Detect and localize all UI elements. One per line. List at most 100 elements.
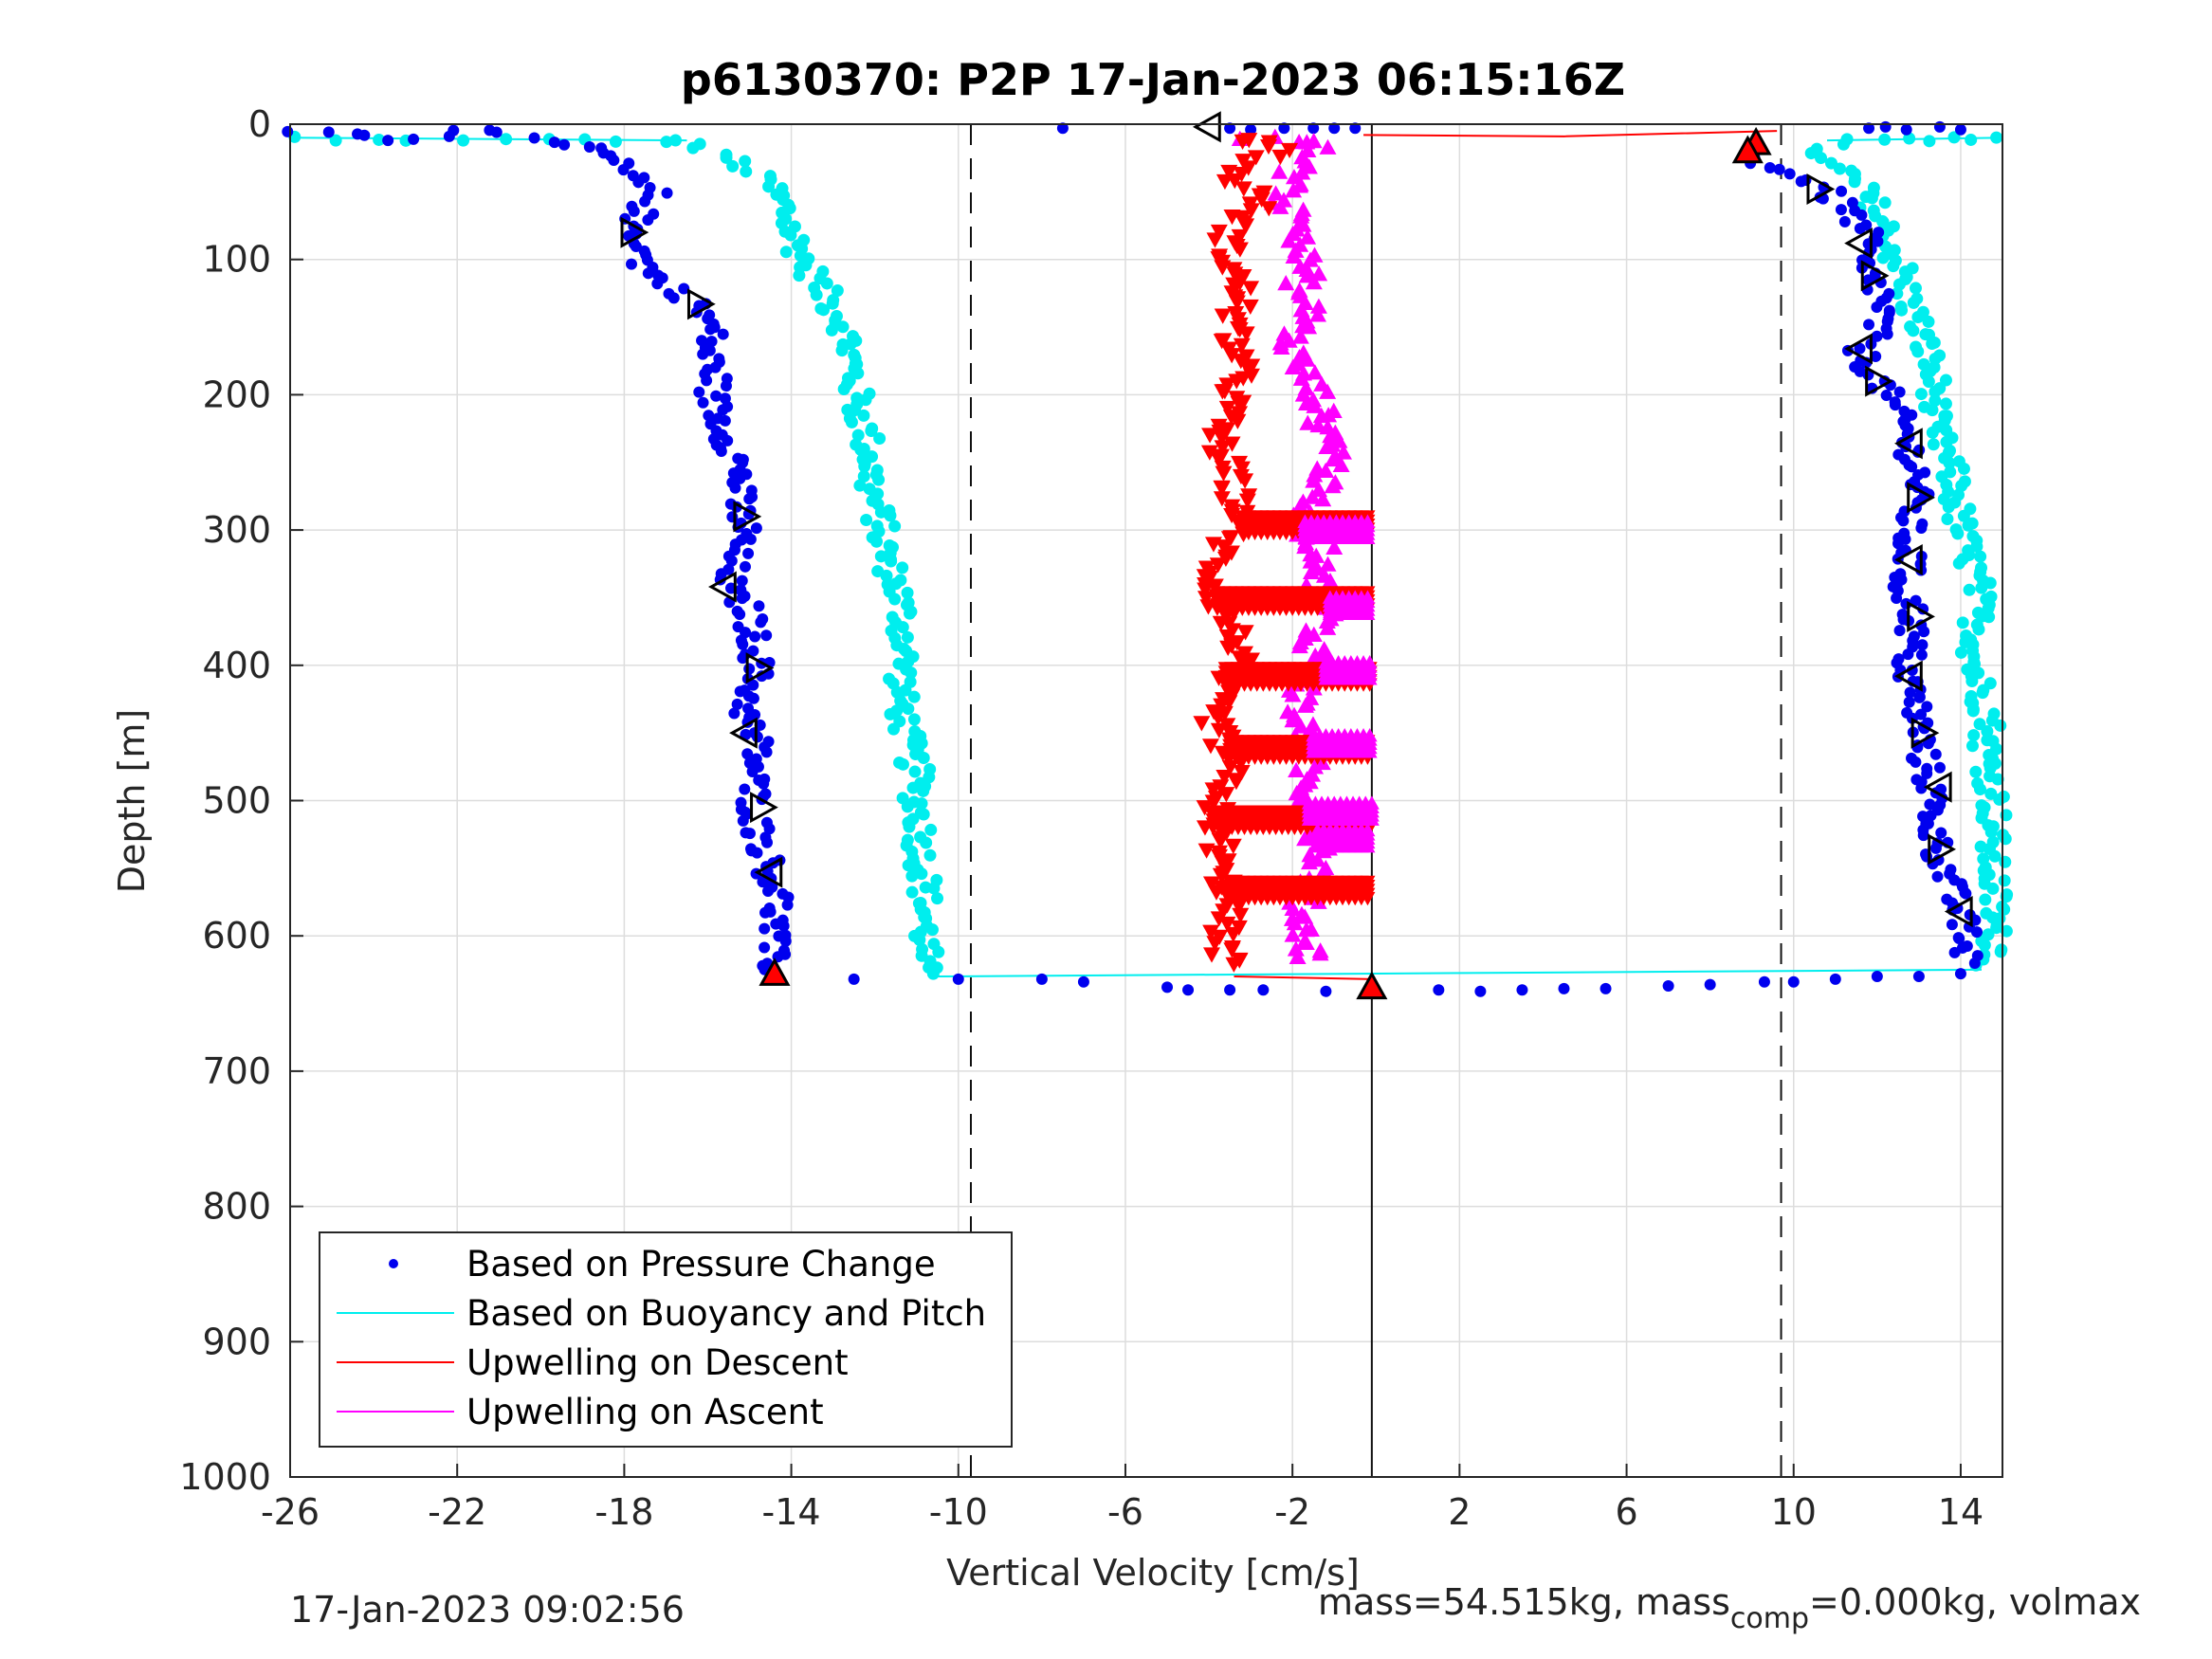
direction-marker <box>1806 173 1836 206</box>
buoyancy-point <box>1994 719 2007 732</box>
legend: Based on Pressure Change Based on Buoyanc… <box>319 1231 1013 1448</box>
pressure-point <box>1829 973 1841 985</box>
descent-upwelling-point <box>1215 465 1233 482</box>
legend-swatch-dot <box>389 1259 398 1268</box>
buoyancy-point <box>1979 893 1992 906</box>
y-axis-ticks: 0 100 200 300 400 500 600 700 800 900 1000 <box>179 103 303 1498</box>
pressure-point <box>1954 123 1966 136</box>
buoyancy-point <box>1954 646 1967 659</box>
pressure-point <box>1870 351 1882 363</box>
buoyancy-point <box>686 141 700 155</box>
buoyancy-point <box>1878 133 1892 146</box>
ascent-upwelling-point <box>1290 637 1308 654</box>
ascent-upwelling-point <box>1307 647 1325 664</box>
buoyancy-point <box>887 722 901 736</box>
buoyancy-point <box>884 707 897 720</box>
buoyancy-point <box>668 134 682 147</box>
buoyancy-point <box>1947 131 1961 144</box>
x-tick-label: -10 <box>929 1491 988 1533</box>
descent-upwelling-point <box>1197 582 1215 598</box>
descent-upwelling-point <box>1232 907 1250 923</box>
descent-upwelling-point <box>1200 445 1218 461</box>
ascent-upwelling-point <box>1284 686 1302 702</box>
descent-upwelling-point <box>1213 491 1231 507</box>
direction-marker <box>733 501 762 533</box>
pressure-point <box>746 765 759 777</box>
pressure-point <box>1704 978 1716 991</box>
descent-upwelling-point <box>1220 531 1238 547</box>
pressure-point <box>744 533 757 545</box>
ascent-upwelling-point <box>1300 319 1318 335</box>
buoyancy-point <box>810 288 823 301</box>
ascent-upwelling-point <box>1299 228 1317 245</box>
pressure-point <box>1278 122 1290 135</box>
direction-marker <box>1907 600 1935 632</box>
ascent-upwelling-point <box>1284 358 1302 374</box>
pressure-point <box>583 141 595 154</box>
buoyancy-point <box>903 820 916 833</box>
pressure-point <box>1910 594 1922 607</box>
pressure-point <box>743 663 756 675</box>
pressure-point <box>729 482 741 494</box>
ascent-upwelling-point <box>1317 462 1335 479</box>
buoyancy-point <box>1994 945 2007 958</box>
pressure-point <box>737 638 749 650</box>
buoyancy-point <box>826 297 839 310</box>
ascent-upwelling-point <box>1297 934 1315 951</box>
pressure-point <box>1924 798 1936 811</box>
direction-marker <box>1865 365 1893 397</box>
buoyancy-point <box>845 415 858 428</box>
ascent-upwelling-point <box>1306 364 1324 380</box>
buoyancy-point <box>1909 282 1922 295</box>
pressure-point <box>1971 926 1983 939</box>
pressure-point <box>1889 399 1901 411</box>
pressure-point <box>1912 971 1925 983</box>
pressure-point <box>742 547 755 559</box>
pressure-point <box>736 574 748 587</box>
descent-upwelling-point <box>1224 926 1242 943</box>
pressure-point <box>1182 984 1195 996</box>
series-buoyancy_descent <box>288 130 945 980</box>
pressure-point <box>1929 748 1942 760</box>
pressure-point <box>1856 209 1868 221</box>
pressure-point <box>1558 982 1570 994</box>
pressure-point <box>322 126 335 138</box>
buoyancy-point <box>1815 152 1828 165</box>
ascent-upwelling-point <box>1319 383 1337 399</box>
buoyancy-point <box>1988 849 2002 863</box>
ascent-upwelling-point <box>1305 133 1323 149</box>
buoyancy-point <box>1923 135 1936 148</box>
x-tick-label: -22 <box>428 1491 486 1533</box>
y-tick-label: 500 <box>202 780 271 822</box>
buoyancy-point <box>1941 512 1954 525</box>
direction-marker <box>1910 717 1940 749</box>
ascent-upwelling-point <box>1291 498 1309 514</box>
direction-marker <box>1356 971 1388 1000</box>
pressure-point <box>1968 957 1981 969</box>
ascent-upwelling-point <box>1302 553 1320 569</box>
buoyancy-point <box>908 765 922 778</box>
series-pressure_surface <box>1056 120 1966 136</box>
buoyancy-point <box>1973 718 1986 731</box>
pressure-point <box>1307 122 1320 135</box>
ascent-upwelling-point <box>1285 182 1303 198</box>
pressure-point <box>1433 984 1445 996</box>
pressure-point <box>678 283 690 295</box>
pressure-point <box>1783 168 1796 180</box>
pressure-point <box>751 731 763 743</box>
pressure-point <box>739 560 751 573</box>
pressure-point <box>1328 122 1341 135</box>
buoyancy-point <box>720 151 733 164</box>
direction-marker <box>745 652 775 684</box>
pressure-point <box>739 783 751 795</box>
descent-upwelling-point <box>1221 759 1239 775</box>
buoyancy-point <box>925 923 939 937</box>
direction-marker <box>1844 228 1873 260</box>
pressure-point <box>757 876 769 888</box>
buoyancy-point <box>1922 315 1935 328</box>
buoyancy-point <box>793 269 806 283</box>
pressure-point <box>1904 686 1916 699</box>
buoyancy-point <box>1976 686 1989 700</box>
pressure-point <box>760 746 773 758</box>
pressure-point <box>751 847 763 859</box>
